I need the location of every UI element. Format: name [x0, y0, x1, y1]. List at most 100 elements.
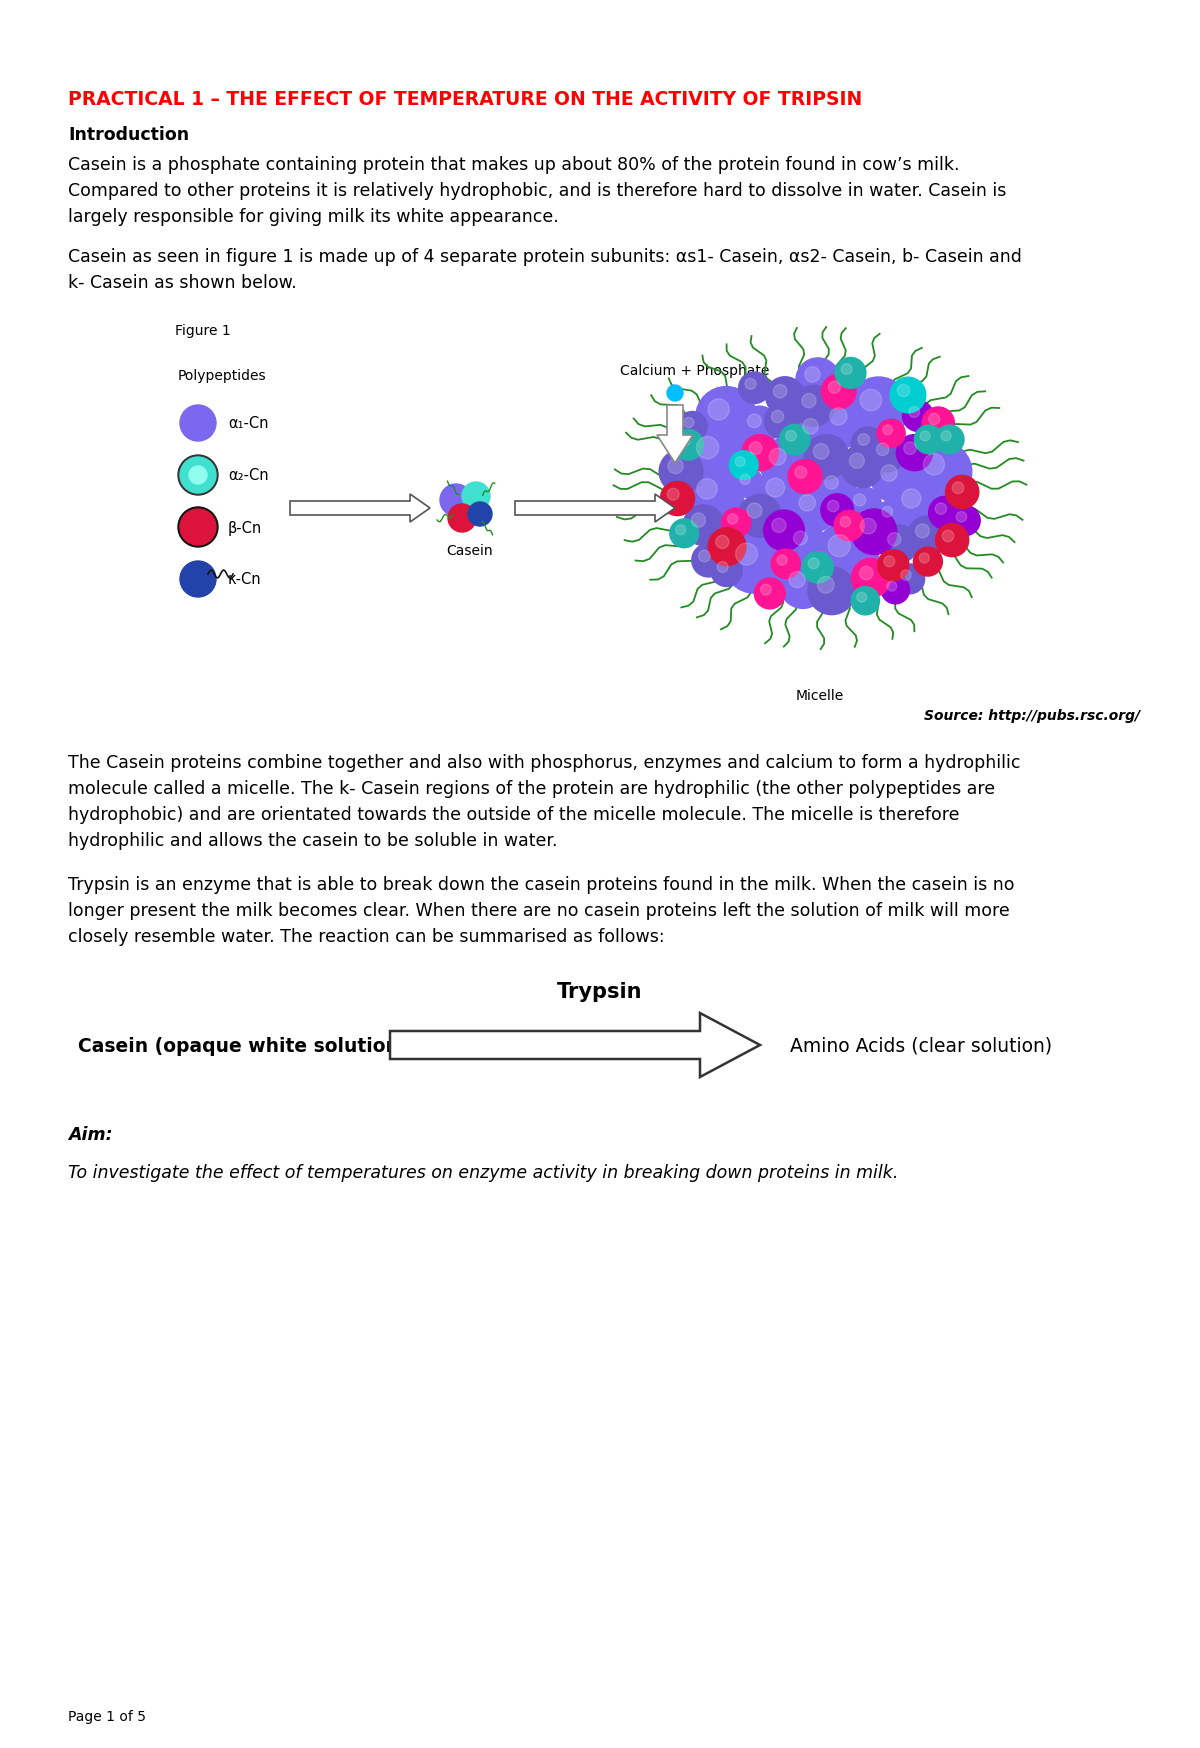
Circle shape — [882, 507, 893, 517]
Circle shape — [440, 484, 472, 517]
Circle shape — [708, 400, 730, 421]
Circle shape — [178, 507, 218, 547]
Circle shape — [796, 358, 840, 402]
Circle shape — [755, 579, 785, 610]
Circle shape — [794, 467, 806, 479]
Circle shape — [851, 510, 896, 556]
Circle shape — [670, 519, 698, 549]
Circle shape — [734, 468, 763, 498]
Text: Trypsin: Trypsin — [557, 981, 643, 1002]
Circle shape — [683, 505, 724, 545]
Circle shape — [790, 486, 836, 533]
Circle shape — [907, 517, 947, 556]
Text: k- Casein as shown below.: k- Casein as shown below. — [68, 274, 296, 292]
Circle shape — [667, 489, 679, 502]
Circle shape — [673, 430, 703, 461]
Circle shape — [890, 479, 946, 533]
Circle shape — [829, 409, 847, 427]
Circle shape — [668, 460, 683, 474]
Text: Aim:: Aim: — [68, 1126, 113, 1143]
Text: Casein (opaque white solution): Casein (opaque white solution) — [78, 1037, 408, 1054]
Text: largely responsible for giving milk its white appearance.: largely responsible for giving milk its … — [68, 208, 559, 225]
Circle shape — [749, 442, 762, 454]
Circle shape — [448, 505, 476, 533]
Circle shape — [692, 544, 725, 577]
Circle shape — [822, 376, 856, 409]
Text: closely resemble water. The reaction can be summarised as follows:: closely resemble water. The reaction can… — [68, 928, 665, 946]
Circle shape — [788, 460, 822, 495]
Text: Figure 1: Figure 1 — [175, 323, 230, 337]
Text: β-Cn: β-Cn — [228, 521, 263, 535]
Circle shape — [691, 514, 706, 528]
Circle shape — [901, 489, 920, 509]
Circle shape — [698, 551, 710, 563]
Circle shape — [772, 551, 800, 579]
Text: α₂-Cn: α₂-Cn — [228, 468, 269, 482]
Polygon shape — [515, 495, 674, 523]
Circle shape — [190, 467, 208, 484]
Circle shape — [936, 524, 968, 558]
Circle shape — [896, 435, 932, 472]
Circle shape — [766, 479, 785, 498]
Circle shape — [821, 495, 853, 528]
Circle shape — [684, 418, 694, 428]
Circle shape — [772, 519, 786, 533]
Circle shape — [883, 427, 893, 435]
Circle shape — [468, 503, 492, 526]
Circle shape — [869, 437, 905, 472]
Circle shape — [817, 577, 834, 594]
Circle shape — [935, 503, 947, 516]
Circle shape — [676, 526, 685, 535]
Polygon shape — [390, 1014, 760, 1077]
Text: Introduction: Introduction — [68, 126, 190, 143]
Circle shape — [755, 468, 809, 523]
Text: PRACTICAL 1 – THE EFFECT OF TEMPERATURE ON THE ACTIVITY OF TRIPSIN: PRACTICAL 1 – THE EFFECT OF TEMPERATURE … — [68, 89, 863, 108]
Circle shape — [847, 378, 910, 439]
Circle shape — [724, 531, 786, 594]
Circle shape — [805, 367, 820, 383]
Circle shape — [890, 378, 926, 414]
Circle shape — [920, 432, 930, 442]
Circle shape — [667, 386, 683, 402]
Circle shape — [764, 404, 799, 439]
Circle shape — [834, 510, 864, 542]
Text: κ-Cn: κ-Cn — [228, 572, 262, 587]
Circle shape — [946, 475, 979, 509]
Circle shape — [718, 563, 728, 573]
Text: Compared to other proteins it is relatively hydrophobic, and is therefore hard t: Compared to other proteins it is relativ… — [68, 182, 1007, 199]
Circle shape — [684, 425, 748, 488]
Circle shape — [950, 507, 980, 537]
Circle shape — [793, 411, 839, 454]
Circle shape — [820, 399, 869, 447]
Text: Source: http://pubs.rsc.org/: Source: http://pubs.rsc.org/ — [924, 708, 1140, 722]
Circle shape — [727, 514, 738, 524]
Circle shape — [816, 523, 878, 586]
Circle shape — [679, 437, 690, 447]
Circle shape — [793, 386, 834, 427]
Circle shape — [828, 535, 851, 558]
Circle shape — [708, 528, 746, 566]
Circle shape — [914, 427, 943, 454]
Text: To investigate the effect of temperatures on enzyme activity in breaking down pr: To investigate the effect of temperature… — [68, 1164, 899, 1182]
Circle shape — [659, 451, 703, 495]
Circle shape — [790, 572, 805, 589]
Circle shape — [860, 390, 882, 411]
Text: molecule called a micelle. The k- Casein regions of the protein are hydrophilic : molecule called a micelle. The k- Casein… — [68, 780, 995, 797]
Circle shape — [851, 428, 884, 461]
Circle shape — [877, 420, 905, 447]
Circle shape — [715, 537, 728, 549]
Circle shape — [180, 561, 216, 598]
Circle shape — [858, 435, 870, 446]
Circle shape — [859, 566, 872, 580]
Circle shape — [808, 568, 856, 615]
Text: Micelle: Micelle — [796, 689, 844, 703]
Circle shape — [739, 372, 770, 404]
Circle shape — [902, 402, 934, 432]
Circle shape — [740, 475, 750, 486]
Circle shape — [942, 531, 954, 542]
Circle shape — [919, 554, 929, 563]
Circle shape — [804, 435, 848, 481]
Circle shape — [923, 454, 944, 475]
Circle shape — [180, 458, 216, 493]
Circle shape — [738, 495, 781, 538]
